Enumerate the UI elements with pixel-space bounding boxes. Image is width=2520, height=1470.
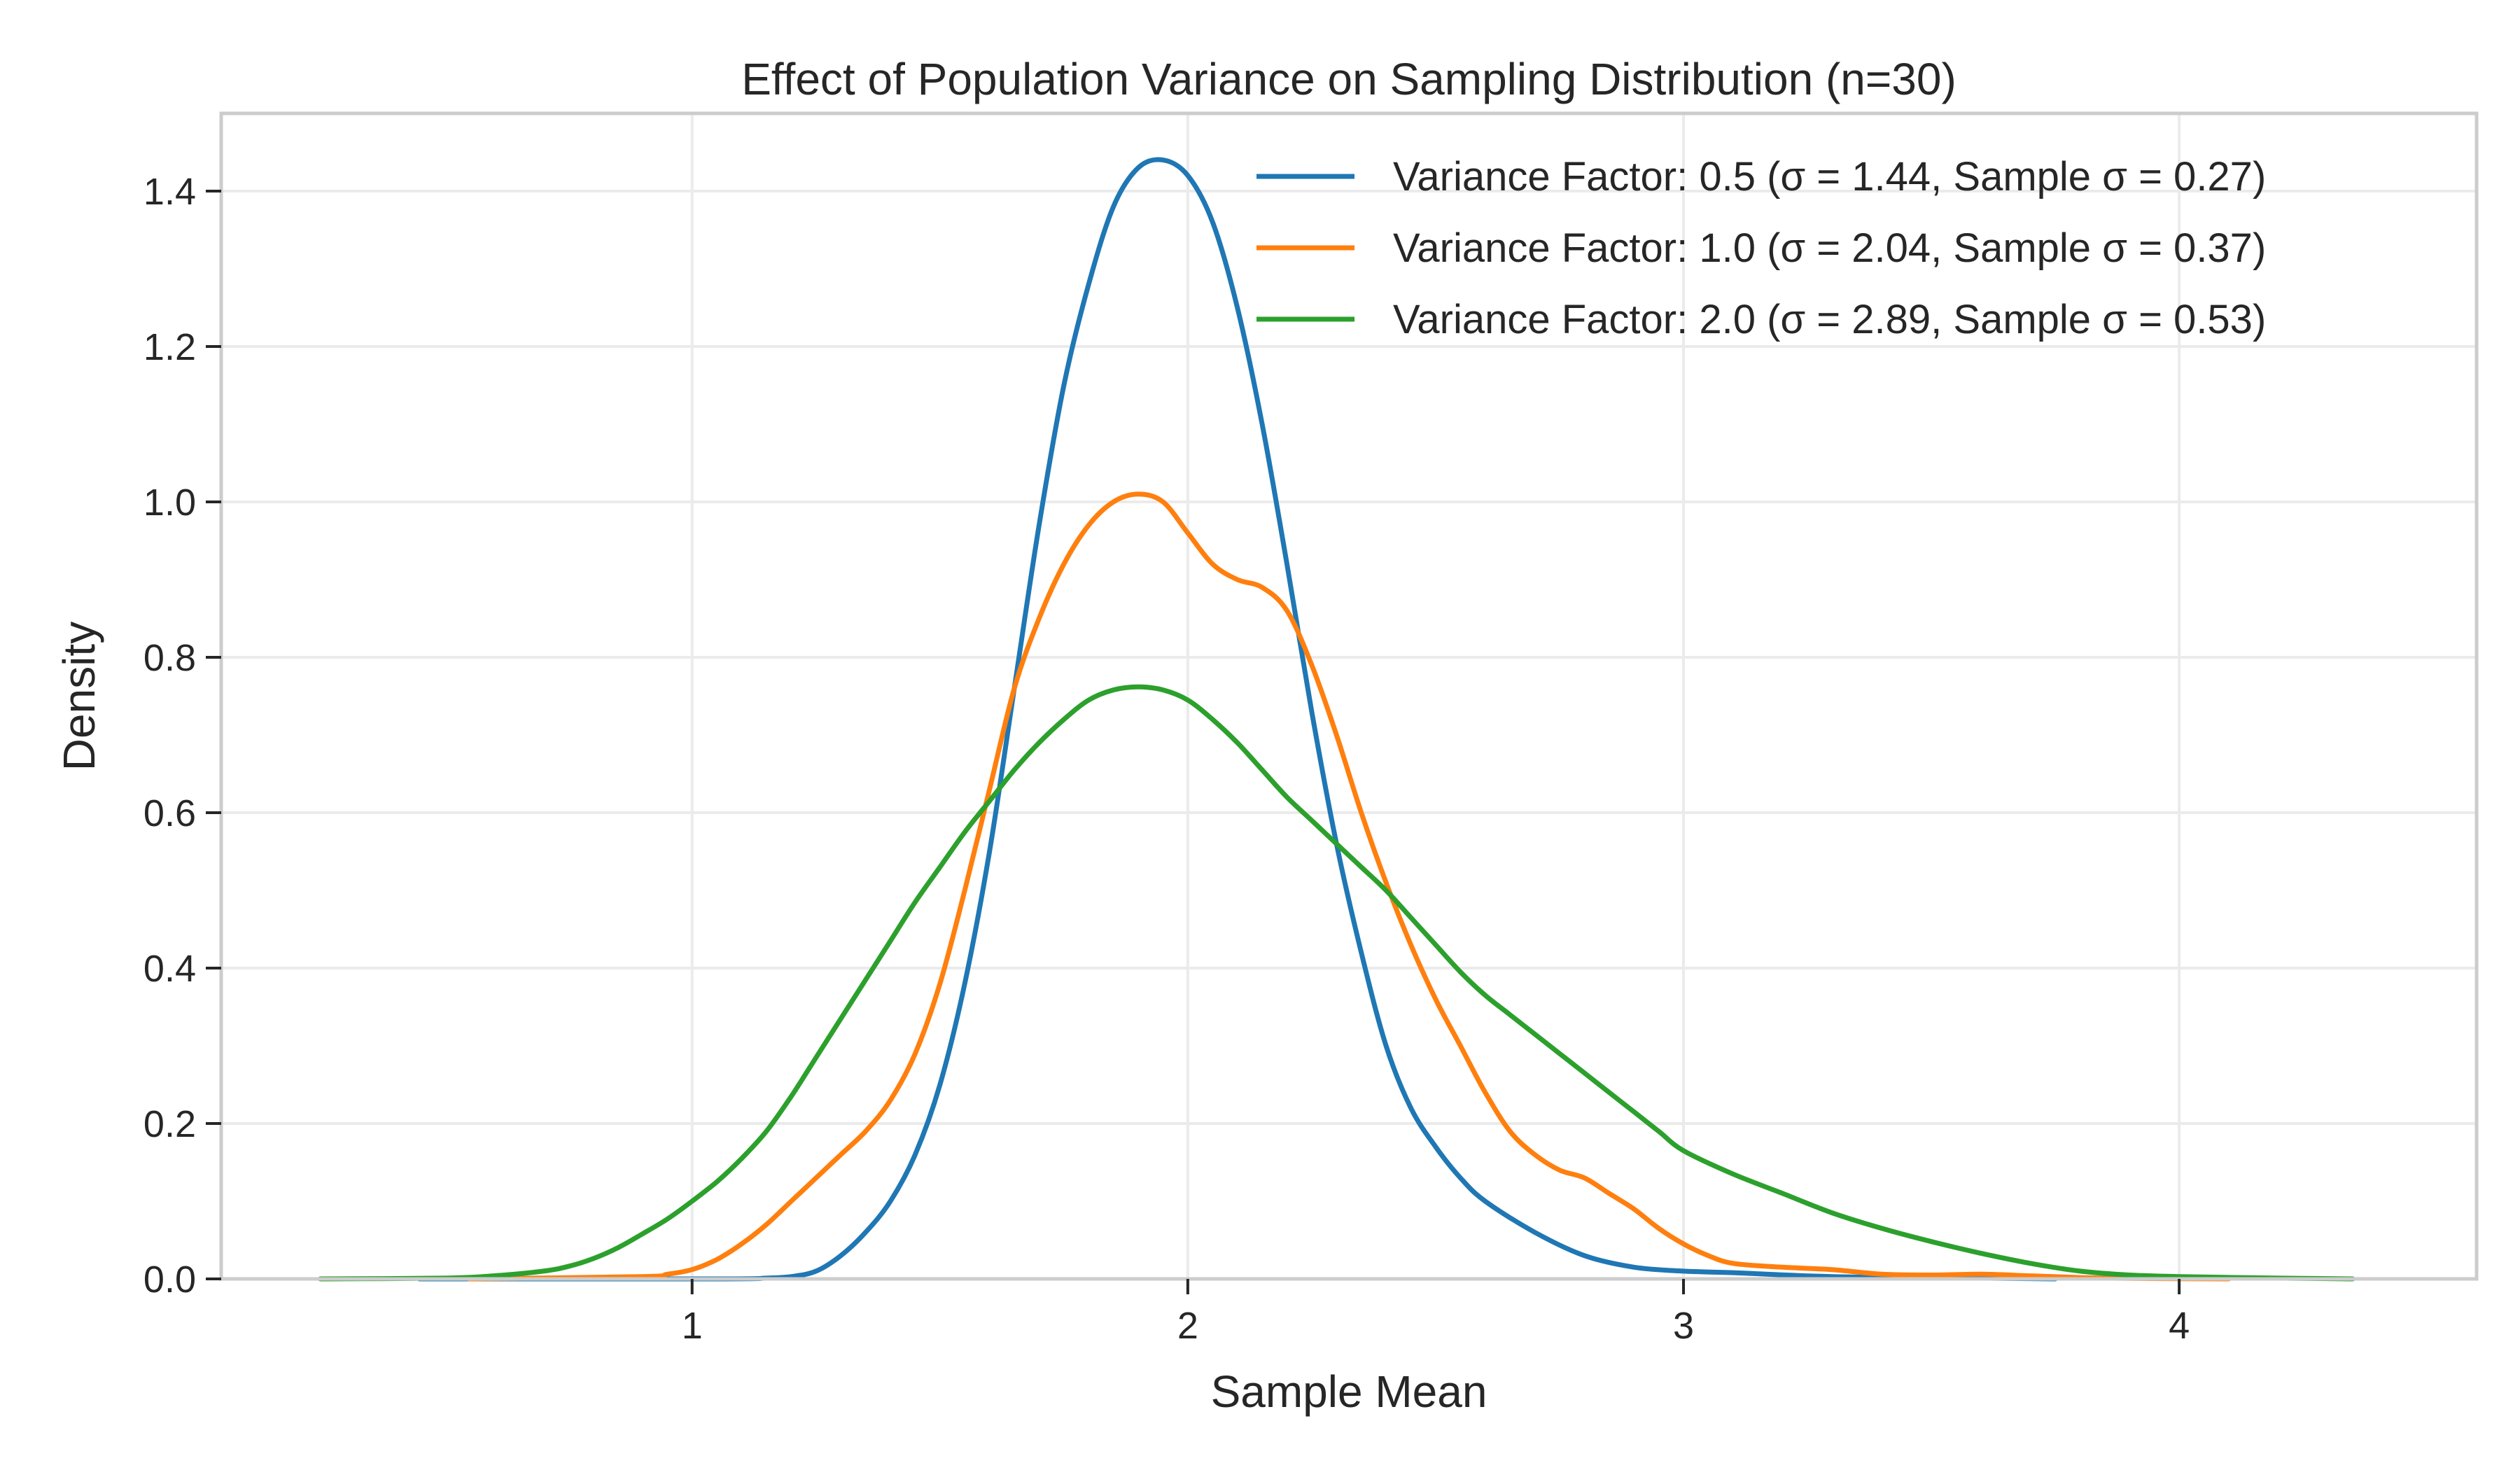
y-tick-label: 0.8 bbox=[144, 637, 196, 679]
series-line-3 bbox=[318, 684, 2356, 1282]
series-line-2 bbox=[466, 491, 2232, 1282]
series-layer bbox=[318, 157, 2356, 1282]
plot-frame bbox=[219, 111, 2479, 1281]
legend-label-2: Variance Factor: 1.0 (σ = 2.04, Sample σ… bbox=[1393, 225, 2266, 271]
y-tick-label: 0.6 bbox=[144, 792, 196, 834]
x-tick-label: 3 bbox=[1673, 1305, 1694, 1347]
x-tick-label: 4 bbox=[2169, 1305, 2190, 1347]
y-tick-label: 1.4 bbox=[144, 171, 196, 213]
x-tick-label: 1 bbox=[682, 1305, 703, 1347]
x-axis-title: Sample Mean bbox=[1211, 1366, 1488, 1417]
legend-label-3: Variance Factor: 2.0 (σ = 2.89, Sample σ… bbox=[1393, 297, 2266, 342]
y-tick-label: 0.4 bbox=[144, 948, 196, 990]
y-tick-label: 1.0 bbox=[144, 482, 196, 524]
x-tick-label: 2 bbox=[1177, 1305, 1198, 1347]
y-tick-label: 1.2 bbox=[144, 326, 196, 368]
legend: Variance Factor: 0.5 (σ = 1.44, Sample σ… bbox=[1256, 154, 2266, 342]
grid-layer bbox=[221, 113, 2477, 1280]
chart-title: Effect of Population Variance on Samplin… bbox=[741, 54, 1956, 104]
y-tick-label: 0.2 bbox=[144, 1103, 196, 1145]
series-line-1 bbox=[416, 157, 2058, 1282]
y-axis-title: Density bbox=[54, 622, 104, 771]
ticks-layer: 0.0 0.2 0.4 0.6 0.8 1.0 1.2 1.4 1 2 3 4 bbox=[144, 171, 2190, 1347]
y-tick-label: 0.0 bbox=[144, 1259, 196, 1301]
legend-label-1: Variance Factor: 0.5 (σ = 1.44, Sample σ… bbox=[1393, 154, 2266, 200]
